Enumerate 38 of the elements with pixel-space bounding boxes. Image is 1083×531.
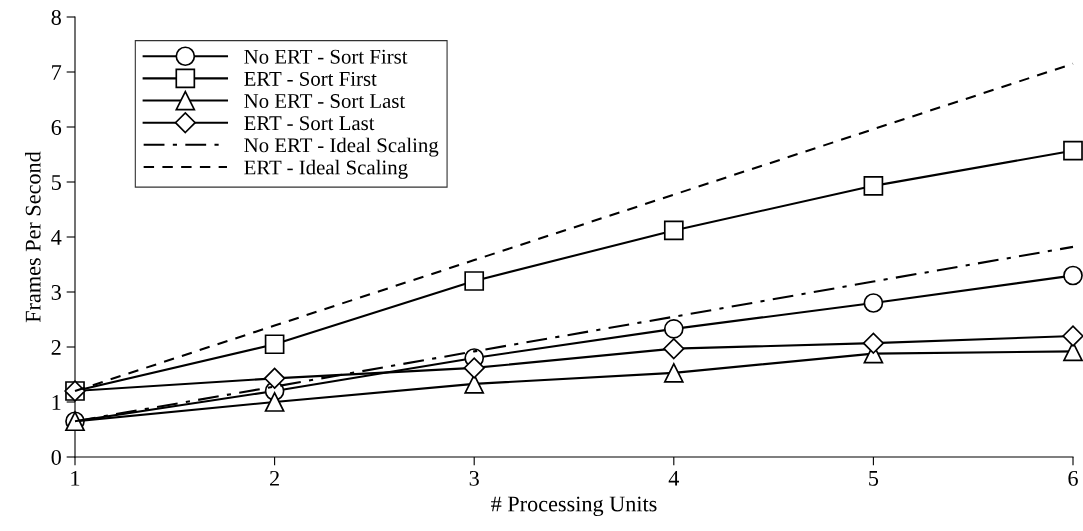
point <box>463 357 485 379</box>
y-tick-label: 2 <box>51 339 61 355</box>
point <box>1062 325 1083 347</box>
point <box>663 318 684 339</box>
x-tick-label: 3 <box>469 470 479 486</box>
y-tick-label: 3 <box>51 284 61 300</box>
point <box>1063 140 1083 161</box>
x-axis-title: # Processing Units <box>491 496 657 517</box>
point <box>663 362 684 383</box>
x-tick-label: 4 <box>668 470 680 486</box>
point <box>264 392 285 412</box>
legend-label: No ERT - Sort Last <box>244 94 406 109</box>
legend-label: No ERT - Ideal Scaling <box>244 137 439 157</box>
point <box>663 337 685 360</box>
point <box>1063 265 1083 286</box>
x-tick-label: 1 <box>71 470 80 486</box>
y-axis-title: Frames Per Second <box>24 151 41 323</box>
legend-label: ERT - Sort First <box>244 71 377 86</box>
legend-label: No ERT - Sort First <box>244 49 408 64</box>
point <box>663 220 684 241</box>
point <box>862 332 885 354</box>
y-tick-label: 5 <box>51 175 61 190</box>
legend-label: ERT - Ideal Scaling <box>244 159 408 179</box>
point <box>863 175 884 196</box>
y-tick-label: 6 <box>51 119 62 135</box>
y-tick-label: 7 <box>52 65 62 80</box>
x-tick-label: 6 <box>1068 470 1078 486</box>
point <box>863 293 884 313</box>
y-tick-label: 4 <box>51 230 62 245</box>
y-tick-label: 1 <box>52 395 61 410</box>
x-tick-label: 2 <box>270 470 279 486</box>
x-tick-label: 5 <box>869 471 879 486</box>
y-tick-label: 8 <box>51 9 61 25</box>
legend-label: ERT - Sort Last <box>244 116 375 131</box>
point <box>464 271 485 291</box>
point <box>263 367 286 390</box>
y-tick-label: 0 <box>51 449 61 465</box>
point <box>264 334 285 355</box>
